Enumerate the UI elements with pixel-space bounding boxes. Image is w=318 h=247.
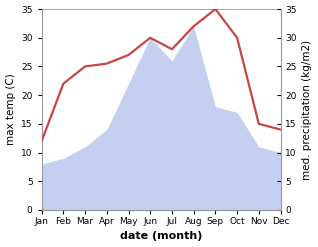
X-axis label: date (month): date (month) [120, 231, 202, 242]
Y-axis label: med. precipitation (kg/m2): med. precipitation (kg/m2) [302, 40, 313, 180]
Y-axis label: max temp (C): max temp (C) [5, 74, 16, 145]
